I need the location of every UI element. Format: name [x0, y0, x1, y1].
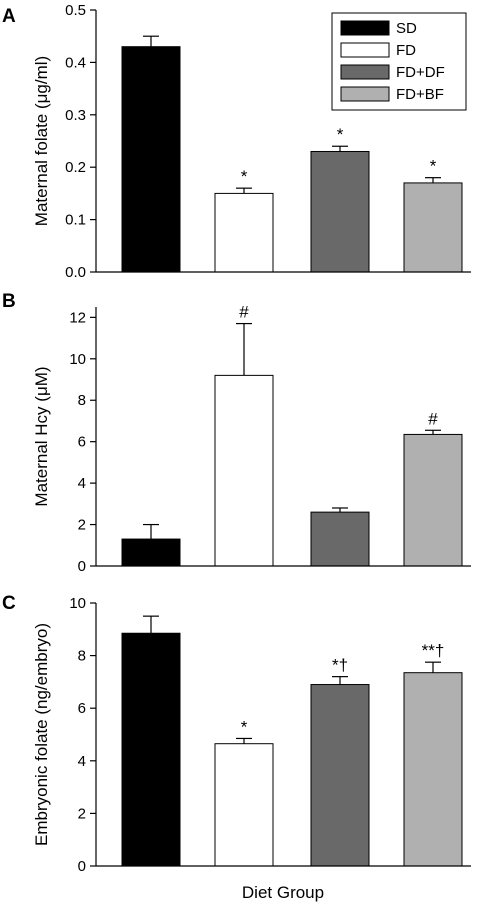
y-tick-label: 0.3	[65, 107, 86, 124]
legend-label: FD+DF	[396, 64, 445, 81]
panel-letter-a: A	[2, 6, 16, 27]
significance-label: *†	[332, 656, 348, 675]
bar-fd-df	[310, 511, 370, 567]
legend-swatch	[340, 42, 390, 58]
y-tick-label: 6	[78, 434, 86, 451]
significance-label: *	[337, 125, 344, 144]
bar-sd	[121, 538, 181, 567]
legend: SD FD FD+DF FD+BF	[331, 12, 467, 111]
significance-label: *	[241, 717, 248, 736]
significance-label: *	[241, 167, 248, 186]
bar-fd-bf	[403, 182, 463, 273]
y-tick-label: 0.4	[65, 54, 86, 71]
legend-label: FD	[396, 42, 416, 59]
bar-fd-bf	[403, 433, 463, 567]
legend-swatch	[340, 20, 390, 36]
y-tick-label: 0.2	[65, 159, 86, 176]
significance-label: #	[428, 409, 438, 428]
y-tick-label: 0.5	[65, 2, 86, 19]
y-tick-label: 12	[69, 309, 86, 326]
legend-swatch	[340, 64, 390, 80]
y-tick-label: 0	[78, 558, 86, 575]
y-tick-label: 2	[78, 517, 86, 534]
panel-letter-c: C	[2, 593, 16, 614]
bar-fd-df	[310, 684, 370, 867]
bar-fd-bf	[403, 672, 463, 867]
y-tick-label: 0	[78, 858, 86, 875]
bar-fd	[214, 374, 274, 567]
legend-swatch	[340, 86, 390, 102]
significance-label: *	[430, 157, 437, 176]
y-tick-label: 2	[78, 805, 86, 822]
y-tick-label: 6	[78, 700, 86, 717]
panel-letter-b: B	[2, 291, 16, 312]
significance-label: **†	[422, 641, 445, 660]
y-axis-label: Embryonic folate (ng/embryo)	[32, 623, 51, 846]
y-tick-label: 0.1	[65, 212, 86, 229]
significance-label: #	[239, 303, 249, 322]
y-axis-label: Maternal folate (μg/ml)	[32, 56, 51, 226]
y-tick-label: 10	[69, 595, 86, 612]
bar-fd	[214, 192, 274, 273]
legend-label: SD	[396, 20, 417, 37]
legend-label: FD+BF	[396, 86, 444, 103]
bar-fd	[214, 743, 274, 867]
bar-sd	[121, 632, 181, 867]
panel-b: B # #0 2 4 6 8 10 12 Maternal Hcy (μM)	[2, 291, 471, 575]
panel-a: A * * * 0.0 0.1 0.2 0.3 0.4 0.5 Maternal folate (μ…	[2, 2, 471, 281]
y-tick-label: 4	[78, 475, 86, 492]
y-axis-label: Maternal Hcy (μM)	[32, 366, 51, 506]
y-tick-label: 8	[78, 392, 86, 409]
y-tick-label: 4	[78, 753, 86, 770]
y-tick-label: 8	[78, 648, 86, 665]
bar-fd-df	[310, 150, 370, 273]
y-tick-label: 10	[69, 351, 86, 368]
bar-sd	[121, 46, 181, 273]
y-tick-label: 0.0	[65, 264, 86, 281]
x-axis-label: Diet Group	[242, 883, 324, 902]
